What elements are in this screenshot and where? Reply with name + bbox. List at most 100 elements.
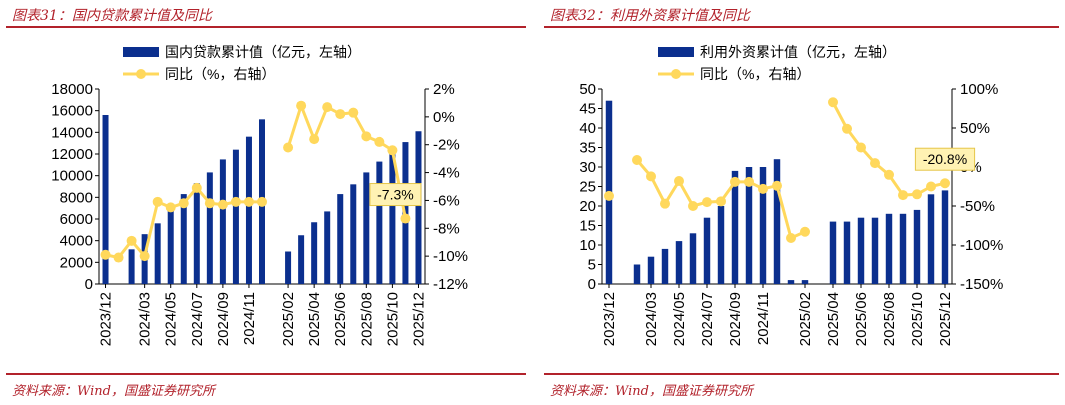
bar	[324, 211, 331, 284]
bar	[857, 217, 865, 284]
yoy-point	[842, 123, 852, 134]
yoy-point	[758, 183, 768, 194]
yoy-point	[856, 142, 866, 153]
left-axis-tick-label: 15	[579, 218, 596, 235]
left-axis-tick-label: 0	[588, 276, 596, 293]
x-axis-tick-label: 2025/04	[825, 292, 842, 346]
annotation-callout: -7.3%	[369, 183, 422, 207]
bar	[285, 251, 292, 284]
yoy-point	[772, 180, 782, 191]
yoy-point	[191, 182, 202, 193]
x-axis-tick-label: 2025/02	[280, 292, 297, 346]
left-axis-tick-label: 10000	[51, 168, 93, 185]
legend: 国内贷款累计值（亿元，左轴） 同比（%，右轴）	[123, 44, 361, 82]
x-axis-tick-label: 2025/04	[306, 292, 323, 346]
line-series	[604, 97, 950, 243]
right-axis-tick-label: -100%	[960, 237, 1003, 254]
yoy-point	[786, 232, 796, 243]
bar	[689, 233, 697, 284]
yoy-point	[926, 181, 936, 192]
yoy-point	[113, 252, 124, 263]
yoy-point	[204, 198, 215, 209]
yoy-point	[178, 198, 189, 209]
bar	[773, 159, 781, 284]
yoy-point	[296, 100, 307, 111]
bar	[843, 221, 851, 284]
yoy-point	[632, 154, 642, 165]
annotation-callout: -20.8%	[914, 147, 976, 171]
x-axis-tick-label: 2024/03	[643, 292, 660, 346]
callout-label: -20.8%	[923, 151, 967, 167]
yoy-point	[257, 196, 267, 207]
x-axis-tick-label: 2024/09	[215, 292, 232, 346]
yoy-point	[165, 202, 176, 213]
bar	[415, 131, 422, 284]
yoy-point	[716, 196, 726, 207]
yoy-point	[309, 134, 320, 145]
chart-domestic-loans: 国内贷款累计值（亿元，左轴） 同比（%，右轴） 0 2000 4000 6000 8000 1…	[51, 44, 468, 346]
right-axis-tick-label: -2%	[433, 137, 460, 154]
left-axis-tick-label: 45	[579, 101, 596, 118]
legend-line-label: 同比（%，右轴）	[165, 66, 275, 82]
legend-line-marker	[671, 69, 681, 79]
bar	[913, 209, 921, 284]
right-axis: -150%-100%-50%0%50%100%	[951, 81, 1003, 293]
yoy-point	[800, 226, 810, 237]
x-axis: 2023/12 2024/03 2024/05 2024/07 2024/09 2024/…	[98, 283, 427, 346]
bar	[350, 184, 357, 284]
callout-box	[914, 147, 976, 171]
title-rule	[544, 26, 1059, 28]
yoy-point	[217, 199, 228, 210]
bar	[154, 223, 161, 284]
left-axis: 0 2000 4000 6000 8000 10000 12000 14000 16000 180…	[51, 81, 100, 293]
right-axis-tick-label: -4%	[433, 165, 460, 182]
bar	[219, 159, 226, 284]
right-axis-tick-label: 0%	[433, 109, 455, 126]
bar	[731, 170, 739, 284]
yoy-point	[940, 178, 950, 189]
legend-line-marker	[136, 69, 146, 79]
yoy-point	[387, 145, 398, 156]
yoy-point	[152, 196, 163, 207]
left-axis-tick-label: 30	[579, 159, 596, 176]
bar	[193, 183, 200, 284]
legend-bar-swatch	[658, 47, 694, 57]
left-axis-tick-label: 40	[579, 120, 596, 137]
x-axis-tick-label: 2024/07	[189, 292, 206, 346]
yoy-point	[374, 136, 385, 147]
left-axis-tick-label: 16000	[51, 103, 93, 120]
title-rule	[6, 26, 526, 28]
x-axis-tick-label: 2023/12	[601, 292, 618, 346]
callout-box	[369, 183, 422, 207]
bar	[102, 115, 109, 284]
x-axis-tick-label: 2024/05	[671, 292, 688, 346]
x-axis-tick-label: 2025/06	[853, 292, 870, 346]
bar	[871, 217, 879, 284]
bar	[128, 249, 135, 284]
bar	[647, 256, 655, 284]
chart-title: 图表32：利用外资累计值及同比	[550, 8, 750, 24]
bar	[927, 194, 935, 284]
bar	[180, 194, 187, 284]
bar	[885, 213, 893, 284]
left-axis-tick-label: 0	[85, 276, 93, 293]
right-axis: -12% -10% -8% -6% -4% -2% 0% 2%	[424, 81, 468, 293]
x-axis-tick-label: 2025/06	[332, 292, 349, 346]
left-axis: 0 5 10 15 20 25 30 35 40 45 50	[579, 81, 603, 293]
x-axis-tick-label: 2025/10	[909, 292, 926, 346]
legend-bar-label: 国内贷款累计值（亿元，左轴）	[165, 44, 361, 60]
yoy-point	[898, 190, 908, 201]
right-axis-tick-label: 2%	[433, 81, 455, 98]
x-axis-tick-label: 2025/08	[881, 292, 898, 346]
right-axis-tick-label: -10%	[433, 248, 468, 265]
bar	[829, 221, 837, 284]
bar	[311, 222, 318, 284]
bar-series	[605, 100, 949, 284]
x-axis: 2023/12 2024/03 2024/05 2024/07 2024/09 2024/…	[601, 283, 954, 346]
yoy-point	[283, 142, 294, 153]
bar	[337, 194, 344, 284]
legend-bar-label: 利用外资累计值（亿元，左轴）	[700, 44, 896, 60]
yoy-point	[688, 201, 698, 211]
x-axis-tick-label: 2024/09	[727, 292, 744, 346]
x-axis-tick-label: 2025/12	[937, 292, 954, 346]
